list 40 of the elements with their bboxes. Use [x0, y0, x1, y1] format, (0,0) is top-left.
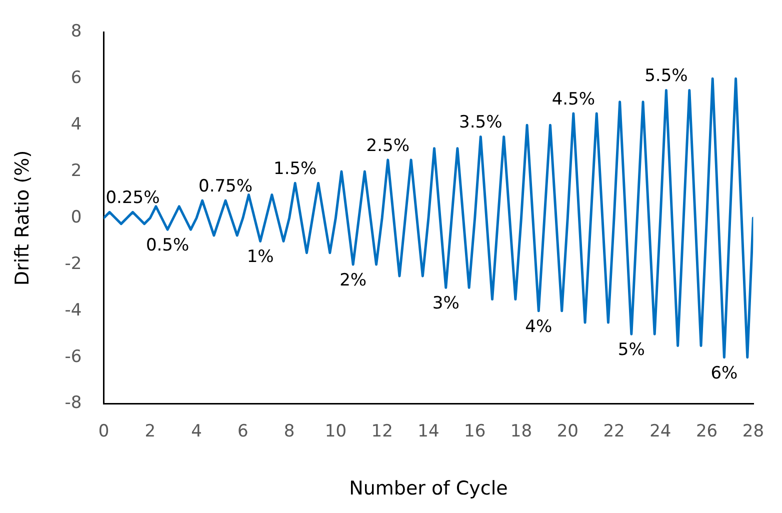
annotation: 5%: [618, 340, 645, 360]
x-tick-label: 6: [238, 421, 248, 442]
x-tick-label: 8: [284, 421, 295, 442]
annotation: 5.5%: [644, 66, 688, 86]
x-tick-label: 16: [464, 421, 486, 442]
y-axis-title: Drift Ratio (%): [11, 150, 34, 286]
x-tick-label: 24: [650, 421, 672, 442]
y-tick-label: -6: [64, 346, 82, 367]
y-tick-label: 2: [70, 160, 82, 181]
x-tick-label: 10: [324, 421, 347, 442]
x-tick-label: 2: [144, 421, 156, 442]
annotation: 2%: [340, 270, 367, 290]
x-tick-label: 28: [742, 421, 764, 442]
x-tick-label: 14: [418, 421, 440, 442]
y-tick-label: 6: [70, 68, 82, 88]
x-tick-label: 20: [556, 421, 578, 442]
annotation: 0.75%: [198, 176, 253, 197]
x-tick-label: 26: [696, 421, 718, 442]
annotation: 0.25%: [106, 188, 160, 208]
y-tick-label: 8: [70, 22, 82, 42]
y-tick-label: -4: [64, 300, 82, 320]
annotation: 1.5%: [274, 159, 317, 180]
y-tick-label: -2: [64, 254, 82, 274]
annotation: 0.5%: [146, 236, 190, 256]
x-tick-label: 18: [510, 421, 532, 442]
annotation: 3.5%: [459, 112, 502, 133]
annotation: 3%: [432, 294, 460, 314]
annotation: 4%: [525, 316, 552, 337]
annotation: 6%: [710, 363, 738, 384]
x-tick-label: 0: [98, 421, 110, 442]
y-tick-label: 4: [70, 114, 82, 135]
y-tick-label: 0: [70, 207, 82, 228]
y-tick-label: -8: [64, 393, 82, 414]
annotation: 2.5%: [366, 136, 410, 156]
x-tick-label: 22: [603, 421, 625, 442]
x-tick-label: 4: [191, 421, 202, 442]
x-tick-label: 12: [371, 421, 393, 442]
annotation: 1%: [246, 247, 274, 268]
annotation: 4.5%: [552, 89, 596, 110]
x-axis-title: Number of Cycle: [349, 478, 508, 500]
